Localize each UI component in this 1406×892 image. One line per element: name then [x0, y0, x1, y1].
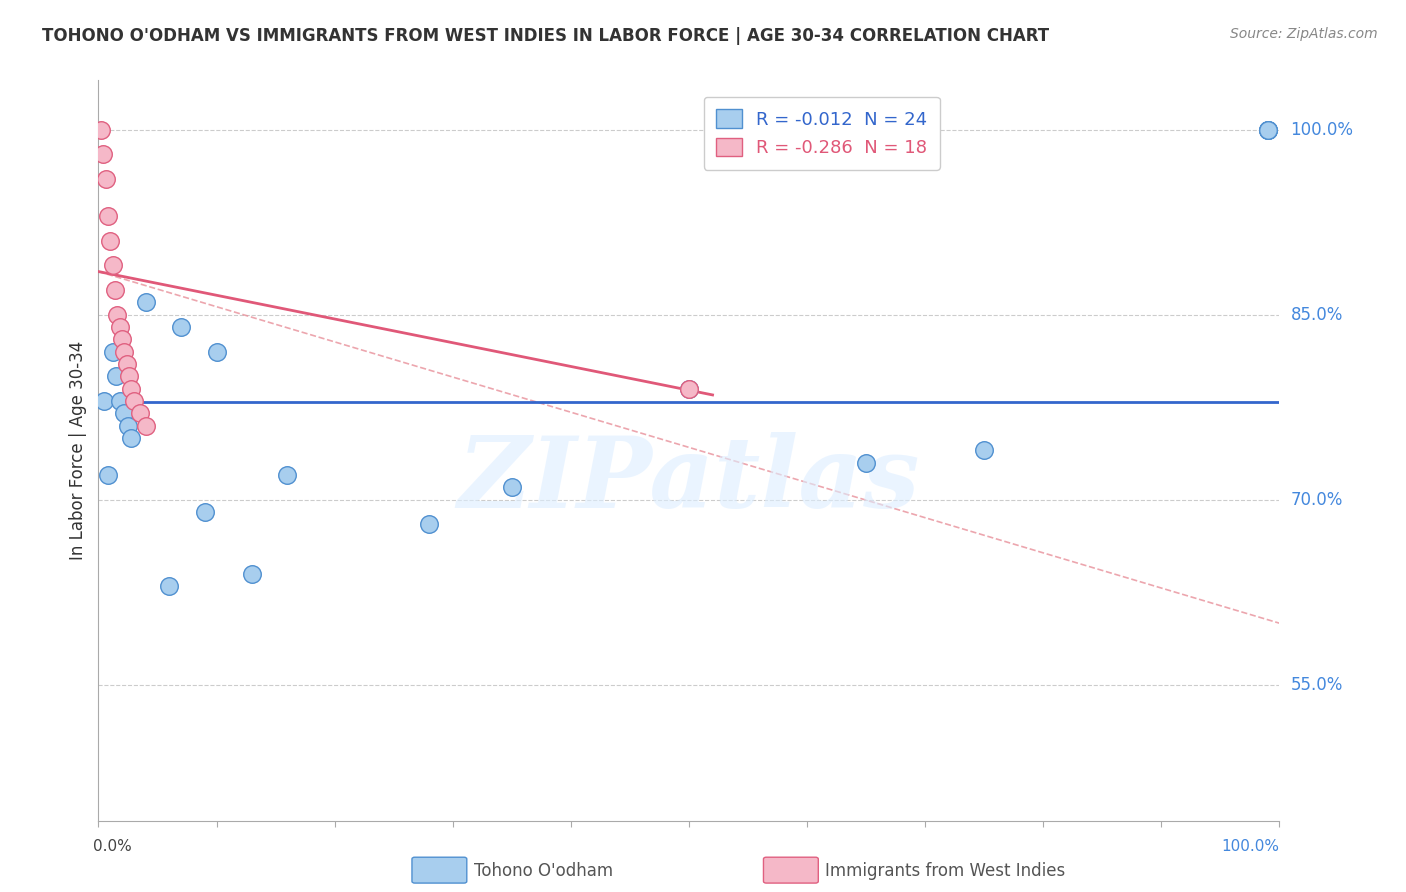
- Tohono O'odham: [97, 468, 120, 483]
- Immigrants from West Indies: [98, 234, 121, 248]
- Immigrants from West Indies: [91, 147, 114, 161]
- Tohono O'odham: [501, 481, 523, 495]
- Tohono O'odham: [276, 468, 298, 483]
- Immigrants from West Indies: [121, 382, 143, 396]
- Immigrants from West Indies: [90, 122, 112, 136]
- Immigrants from West Indies: [111, 333, 134, 347]
- Tohono O'odham: [194, 505, 217, 519]
- Immigrants from West Indies: [101, 259, 124, 273]
- Text: ZIPatlas: ZIPatlas: [458, 432, 920, 528]
- Tohono O'odham: [678, 382, 700, 396]
- Immigrants from West Indies: [135, 418, 157, 433]
- Text: Source: ZipAtlas.com: Source: ZipAtlas.com: [1230, 27, 1378, 41]
- Immigrants from West Indies: [122, 394, 145, 409]
- Text: 100.0%: 100.0%: [1222, 839, 1279, 855]
- Tohono O'odham: [1257, 122, 1279, 136]
- Immigrants from West Indies: [678, 382, 700, 396]
- Immigrants from West Indies: [118, 369, 141, 384]
- Text: Tohono O'odham: Tohono O'odham: [474, 862, 613, 880]
- Immigrants from West Indies: [94, 172, 117, 186]
- Tohono O'odham: [101, 344, 124, 359]
- Text: 100.0%: 100.0%: [1291, 120, 1354, 138]
- Text: 55.0%: 55.0%: [1291, 676, 1343, 694]
- Legend: R = -0.012  N = 24, R = -0.286  N = 18: R = -0.012 N = 24, R = -0.286 N = 18: [703, 96, 939, 169]
- Tohono O'odham: [121, 431, 143, 445]
- Text: 85.0%: 85.0%: [1291, 306, 1343, 324]
- Tohono O'odham: [1257, 122, 1279, 136]
- Tohono O'odham: [855, 456, 877, 470]
- Tohono O'odham: [240, 566, 263, 581]
- Tohono O'odham: [170, 320, 193, 334]
- Tohono O'odham: [157, 579, 180, 593]
- Tohono O'odham: [117, 418, 139, 433]
- Immigrants from West Indies: [128, 407, 150, 421]
- Tohono O'odham: [135, 295, 157, 310]
- Immigrants from West Indies: [108, 320, 131, 334]
- Text: 0.0%: 0.0%: [93, 839, 131, 855]
- Immigrants from West Indies: [104, 283, 127, 297]
- Text: 70.0%: 70.0%: [1291, 491, 1343, 508]
- Tohono O'odham: [108, 394, 131, 409]
- Tohono O'odham: [973, 443, 995, 458]
- Y-axis label: In Labor Force | Age 30-34: In Labor Force | Age 30-34: [69, 341, 87, 560]
- Tohono O'odham: [418, 517, 440, 532]
- Text: TOHONO O'ODHAM VS IMMIGRANTS FROM WEST INDIES IN LABOR FORCE | AGE 30-34 CORRELA: TOHONO O'ODHAM VS IMMIGRANTS FROM WEST I…: [42, 27, 1049, 45]
- Tohono O'odham: [105, 369, 128, 384]
- Immigrants from West Indies: [115, 357, 138, 371]
- Text: Immigrants from West Indies: Immigrants from West Indies: [825, 862, 1066, 880]
- Tohono O'odham: [112, 407, 135, 421]
- Tohono O'odham: [205, 344, 228, 359]
- Tohono O'odham: [1257, 122, 1279, 136]
- Immigrants from West Indies: [97, 209, 120, 223]
- Immigrants from West Indies: [112, 344, 135, 359]
- Immigrants from West Indies: [105, 308, 128, 322]
- Tohono O'odham: [1257, 122, 1279, 136]
- Tohono O'odham: [93, 394, 115, 409]
